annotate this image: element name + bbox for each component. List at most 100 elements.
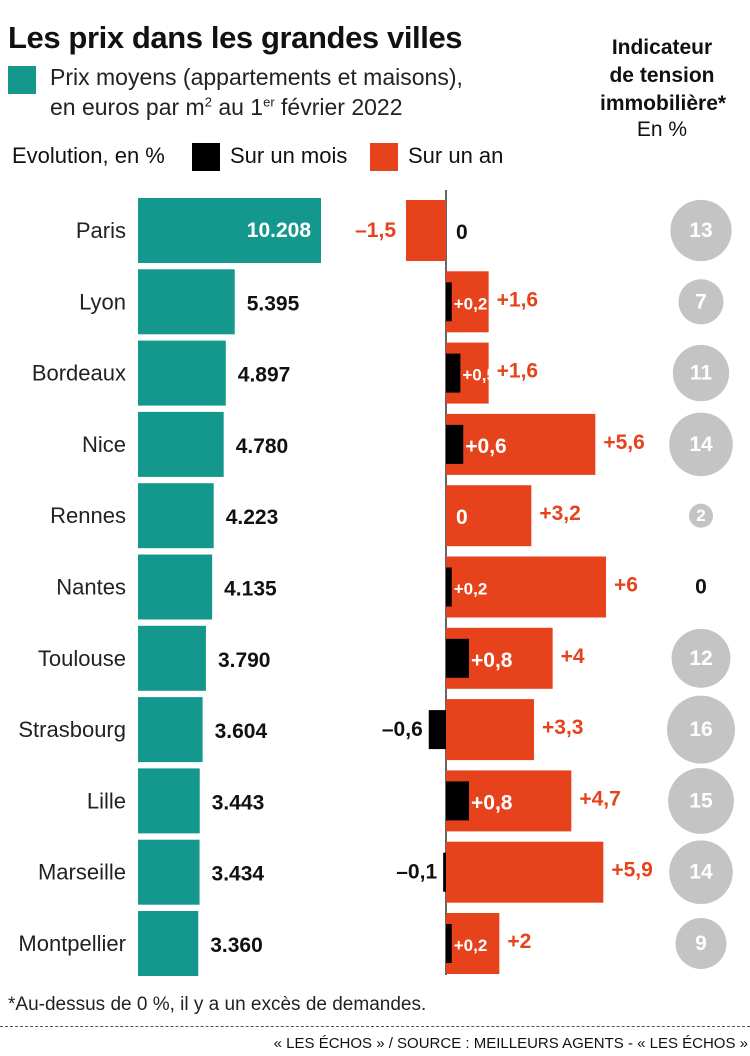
- city-label: Toulouse: [38, 646, 126, 671]
- price-bar: [138, 839, 200, 905]
- indicator-unit: En %: [636, 118, 688, 141]
- tension-circle: [668, 767, 734, 834]
- month-bar: [446, 781, 469, 821]
- month-label: +0,8: [471, 791, 513, 814]
- year-bar: [446, 699, 534, 761]
- legend-evolution-label: Evolution, en %: [12, 143, 165, 168]
- year-bar: [446, 556, 606, 618]
- year-label: +6: [614, 574, 638, 597]
- month-label: –0,1: [396, 861, 437, 884]
- month-bar: [446, 424, 464, 464]
- year-label: +5,6: [603, 431, 644, 454]
- price-bar: [138, 625, 206, 691]
- year-bar: [406, 200, 446, 261]
- year-bar: [446, 271, 489, 333]
- year-label: +2: [507, 930, 531, 953]
- year-label: +4: [561, 645, 585, 668]
- year-bar: [446, 913, 500, 974]
- city-label: Montpellier: [18, 931, 126, 956]
- price-label: 10.208: [247, 219, 312, 242]
- month-bar: [443, 852, 446, 892]
- month-bar: [428, 710, 446, 750]
- month-bar: [446, 353, 461, 393]
- price-label: 4.223: [226, 506, 279, 529]
- source-credit: « LES ÉCHOS » / SOURCE : MEILLEURS AGENT…: [273, 1035, 748, 1052]
- tension-label: 15: [689, 789, 713, 812]
- legend-swatch-month: [192, 143, 220, 171]
- tension-circle: [688, 503, 714, 528]
- price-bar: [138, 411, 224, 477]
- city-label: Nantes: [56, 575, 126, 600]
- footnote: *Au-dessus de 0 %, il y a un excès de de…: [8, 994, 427, 1015]
- price-label: 3.604: [215, 720, 268, 743]
- tension-label: 13: [689, 219, 712, 242]
- price-bar: [138, 768, 200, 834]
- month-label: +0,5: [462, 366, 496, 385]
- legend-swatch-price: [8, 66, 36, 94]
- year-bar: [446, 413, 596, 475]
- tension-label: 0: [695, 576, 707, 599]
- month-bar: [446, 567, 452, 607]
- tension-label: 11: [690, 362, 713, 385]
- price-label: 4.897: [238, 364, 291, 387]
- price-label: 3.434: [212, 863, 265, 886]
- month-bar: [446, 282, 452, 322]
- year-label: +1,6: [497, 360, 538, 383]
- tension-circle: [671, 628, 731, 688]
- month-label: +0,6: [465, 435, 506, 458]
- city-label: Rennes: [50, 503, 126, 528]
- tension-circle: [669, 840, 733, 905]
- year-label: –1,5: [355, 219, 396, 242]
- tension-label: 7: [695, 290, 707, 313]
- legend-year-label: Sur un an: [408, 143, 504, 168]
- price-bar: [138, 697, 203, 763]
- month-label: +0,2: [454, 580, 488, 599]
- city-label: Nice: [82, 432, 126, 457]
- price-label: 3.443: [212, 791, 265, 814]
- month-bar: [446, 924, 452, 963]
- year-label: +1,6: [497, 288, 538, 311]
- price-label: 4.135: [224, 578, 277, 601]
- tension-circle: [669, 412, 733, 477]
- price-label: 5.395: [247, 292, 300, 315]
- tension-label: 12: [689, 647, 712, 670]
- city-label: Strasbourg: [18, 717, 126, 742]
- month-label: 0: [456, 221, 468, 244]
- subtitle-line-1: Prix moyens (appartements et maisons),: [50, 64, 463, 90]
- legend-month-label: Sur un mois: [230, 143, 348, 168]
- tension-label: 14: [689, 861, 713, 884]
- tension-label: 2: [696, 506, 705, 525]
- price-bar: [138, 483, 214, 549]
- year-bar: [446, 841, 604, 903]
- tension-label: 14: [689, 433, 713, 456]
- price-bar: [138, 269, 235, 335]
- month-label: +0,2: [454, 294, 488, 313]
- city-label: Paris: [76, 218, 126, 243]
- tension-circle: [667, 695, 735, 764]
- price-label: 4.780: [236, 435, 289, 458]
- tension-circle: [678, 279, 724, 325]
- month-bar: [446, 638, 469, 678]
- indicator-title: Indicateur de tension immobilière*: [600, 36, 727, 115]
- subtitle-line-2: en euros par m2 au 1er février 2022: [50, 94, 403, 120]
- price-bar: [138, 911, 199, 976]
- divider: [0, 1026, 750, 1027]
- month-label: –0,6: [382, 718, 423, 741]
- month-label: +0,8: [471, 649, 513, 672]
- price-label: 3.360: [210, 934, 263, 957]
- tension-label: 9: [695, 932, 707, 955]
- month-label: +0,2: [454, 936, 488, 955]
- year-label: +4,7: [579, 787, 620, 810]
- tension-circle: [672, 344, 730, 402]
- month-label: 0: [456, 506, 468, 529]
- price-bar: [138, 554, 213, 620]
- city-label: Lille: [87, 788, 126, 813]
- year-label: +3,2: [539, 502, 580, 525]
- chart-title: Les prix dans les grandes villes: [8, 20, 463, 55]
- year-bar: [446, 485, 532, 547]
- tension-circle: [670, 199, 732, 262]
- price-bar: [138, 340, 226, 406]
- city-label: Marseille: [38, 860, 126, 885]
- city-label: Bordeaux: [32, 361, 126, 386]
